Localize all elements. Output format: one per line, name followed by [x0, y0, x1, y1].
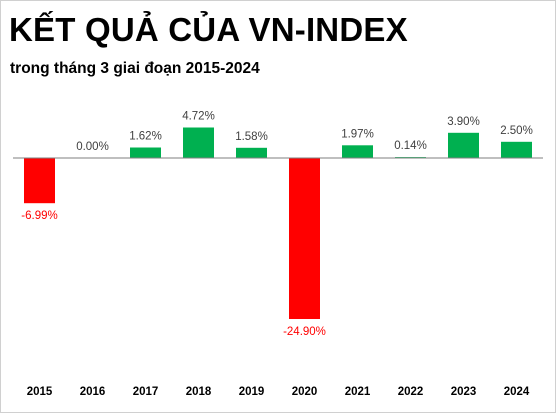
- x-tick-label-2023: 2023: [451, 386, 477, 398]
- bar-2019: [236, 147, 267, 158]
- bar-2024: [501, 141, 532, 158]
- bar-2021: [342, 145, 373, 158]
- data-label-2024: 2.50%: [500, 125, 533, 137]
- x-tick-label-2017: 2017: [133, 386, 159, 398]
- chart-subtitle: trong tháng 3 giai đoạn 2015-2024: [10, 60, 260, 77]
- x-tick-label-2024: 2024: [504, 386, 530, 398]
- data-label-2017: 1.62%: [129, 131, 162, 143]
- data-label-2018: 4.72%: [182, 111, 215, 123]
- data-label-2021: 1.97%: [341, 128, 374, 140]
- x-tick-label-2021: 2021: [345, 386, 371, 398]
- x-tick-label-2015: 2015: [27, 386, 53, 398]
- x-tick-label-2018: 2018: [186, 386, 212, 398]
- bar-2018: [183, 127, 214, 158]
- data-label-2015: -6.99%: [21, 210, 57, 222]
- x-tick-label-2022: 2022: [398, 386, 424, 398]
- bar-2020: [289, 158, 320, 319]
- data-label-2022: 0.14%: [394, 140, 427, 152]
- data-label-2016: 0.00%: [76, 141, 109, 153]
- bar-2017: [130, 147, 161, 158]
- x-tick-label-2016: 2016: [80, 386, 106, 398]
- data-label-2020: -24.90%: [283, 326, 326, 338]
- x-tick-label-2020: 2020: [292, 386, 318, 398]
- data-label-2023: 3.90%: [447, 116, 480, 128]
- chart-title: KẾT QUẢ CỦA VN-INDEX: [9, 11, 408, 48]
- bar-2023: [448, 132, 479, 158]
- bar-2015: [24, 158, 55, 204]
- x-tick-label-2019: 2019: [239, 386, 265, 398]
- data-label-2019: 1.58%: [235, 131, 268, 143]
